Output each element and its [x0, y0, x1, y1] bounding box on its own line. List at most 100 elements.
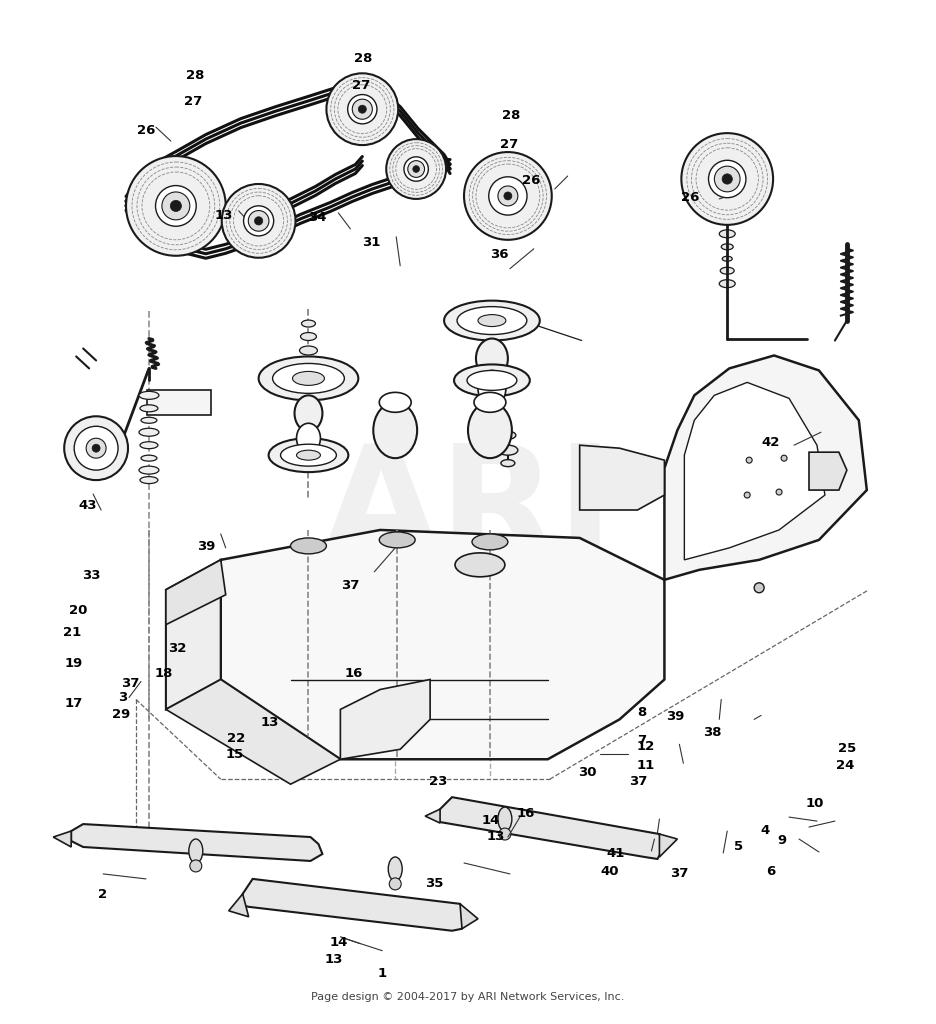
Ellipse shape	[141, 418, 157, 423]
Circle shape	[489, 177, 527, 215]
Text: 23: 23	[429, 775, 447, 788]
Circle shape	[776, 489, 782, 495]
Ellipse shape	[139, 466, 159, 474]
Ellipse shape	[293, 372, 325, 385]
Polygon shape	[660, 834, 678, 857]
Circle shape	[347, 94, 377, 124]
Text: 32: 32	[168, 642, 186, 655]
Ellipse shape	[719, 280, 735, 288]
Text: 26: 26	[137, 124, 155, 136]
Polygon shape	[684, 382, 825, 560]
Polygon shape	[71, 824, 322, 861]
Text: 31: 31	[361, 236, 380, 249]
Circle shape	[358, 105, 366, 114]
Ellipse shape	[720, 267, 734, 274]
Text: 29: 29	[111, 708, 130, 721]
Circle shape	[248, 211, 269, 231]
Text: 14: 14	[330, 936, 348, 949]
Circle shape	[746, 457, 753, 463]
Text: 37: 37	[342, 579, 359, 592]
Circle shape	[681, 133, 773, 225]
Polygon shape	[665, 355, 867, 580]
Ellipse shape	[476, 339, 508, 379]
Circle shape	[162, 191, 190, 220]
Circle shape	[65, 417, 128, 480]
Ellipse shape	[139, 391, 159, 399]
Text: 7: 7	[637, 734, 646, 748]
Text: 27: 27	[353, 79, 371, 92]
Ellipse shape	[457, 306, 527, 335]
Ellipse shape	[478, 371, 505, 407]
Text: 30: 30	[578, 766, 597, 779]
Ellipse shape	[499, 828, 511, 840]
Text: 16: 16	[345, 667, 363, 680]
Circle shape	[504, 191, 512, 200]
Circle shape	[714, 166, 740, 191]
Ellipse shape	[498, 807, 512, 831]
Text: 8: 8	[637, 706, 646, 719]
Ellipse shape	[297, 451, 320, 460]
Text: 40: 40	[601, 865, 619, 878]
Ellipse shape	[389, 878, 402, 890]
Text: 27: 27	[183, 95, 202, 109]
Text: 27: 27	[500, 138, 519, 151]
Circle shape	[754, 583, 764, 593]
Circle shape	[464, 153, 551, 240]
Circle shape	[781, 456, 787, 461]
Ellipse shape	[467, 371, 517, 390]
Ellipse shape	[290, 538, 327, 554]
Polygon shape	[809, 453, 847, 490]
Polygon shape	[53, 831, 71, 847]
Text: 41: 41	[607, 847, 624, 859]
Text: 4: 4	[760, 824, 769, 837]
Circle shape	[126, 156, 226, 256]
Polygon shape	[228, 894, 249, 916]
Circle shape	[92, 444, 100, 453]
Ellipse shape	[500, 431, 516, 439]
Ellipse shape	[454, 365, 530, 396]
Ellipse shape	[269, 438, 348, 472]
Circle shape	[255, 217, 263, 225]
Text: 14: 14	[481, 814, 500, 826]
Text: 9: 9	[777, 835, 786, 847]
Text: 11: 11	[636, 759, 654, 772]
Ellipse shape	[141, 456, 157, 461]
Text: 21: 21	[64, 626, 81, 639]
Text: 36: 36	[490, 248, 509, 261]
Ellipse shape	[301, 321, 315, 327]
Polygon shape	[147, 390, 211, 416]
Polygon shape	[166, 560, 221, 710]
Ellipse shape	[478, 314, 505, 327]
Ellipse shape	[723, 256, 732, 261]
Polygon shape	[435, 797, 665, 859]
Ellipse shape	[140, 404, 158, 412]
Circle shape	[408, 161, 425, 177]
Ellipse shape	[272, 364, 344, 393]
Text: 13: 13	[261, 716, 279, 729]
Polygon shape	[460, 904, 478, 929]
Text: 42: 42	[761, 436, 780, 450]
Text: 5: 5	[734, 841, 743, 853]
Ellipse shape	[719, 229, 735, 238]
Text: 43: 43	[78, 500, 96, 512]
Polygon shape	[425, 809, 440, 823]
Ellipse shape	[722, 244, 733, 250]
Circle shape	[170, 201, 182, 212]
Text: 35: 35	[425, 878, 444, 890]
Circle shape	[74, 426, 118, 470]
Text: 16: 16	[517, 807, 535, 819]
Circle shape	[498, 186, 518, 206]
Text: ARI: ARI	[322, 437, 614, 587]
Ellipse shape	[468, 402, 512, 458]
Circle shape	[243, 206, 273, 236]
Text: 28: 28	[355, 52, 373, 66]
Ellipse shape	[379, 531, 416, 548]
Text: 26: 26	[522, 174, 541, 186]
Polygon shape	[166, 680, 341, 784]
Ellipse shape	[258, 356, 358, 400]
Ellipse shape	[190, 860, 202, 871]
Text: 38: 38	[703, 726, 722, 739]
Text: 19: 19	[66, 656, 83, 670]
Text: 37: 37	[670, 867, 688, 880]
Text: 24: 24	[836, 759, 855, 772]
